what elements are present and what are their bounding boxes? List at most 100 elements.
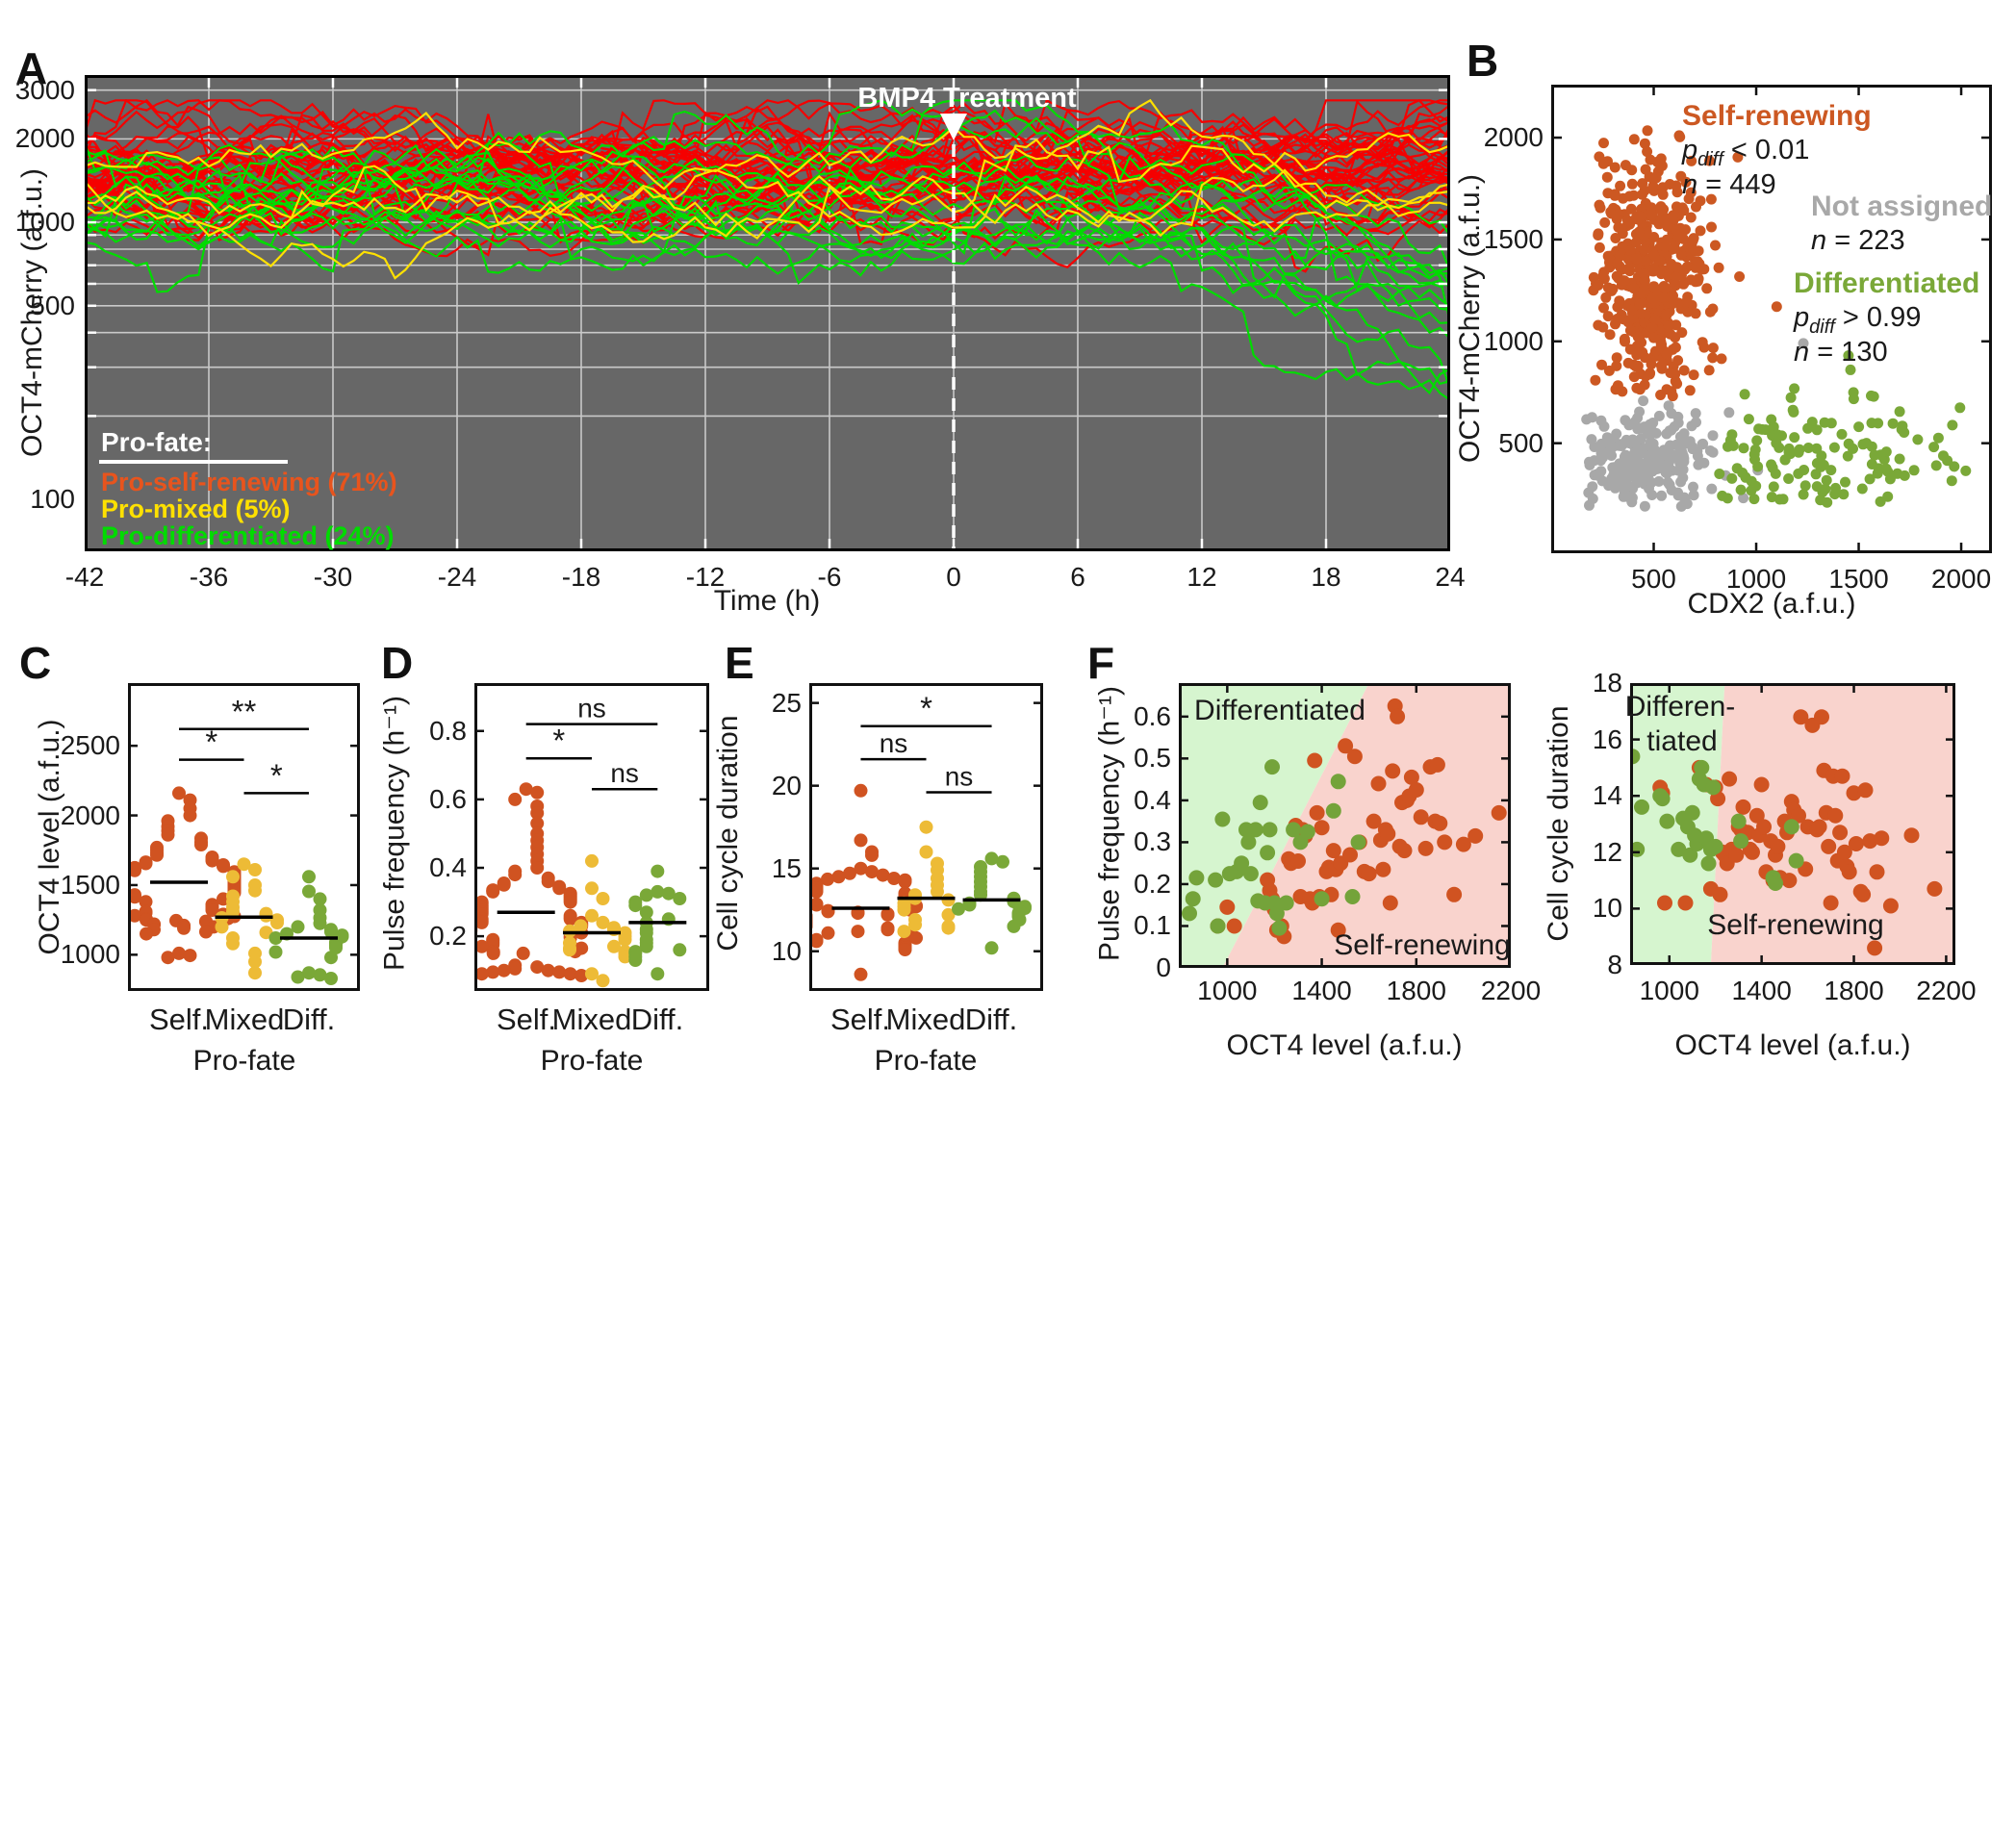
trace-pro-self-renewing xyxy=(85,99,1450,186)
sig-label: ** xyxy=(232,694,257,729)
panel-f-letter: F xyxy=(1087,638,1115,688)
sig-label: ns xyxy=(945,762,974,792)
panel-a-xtick: -42 xyxy=(64,562,105,592)
trace-pro-self-renewing xyxy=(85,117,1450,194)
panel_f1-xtick: 1400 xyxy=(1291,976,1352,1005)
panel_d-ytick: 0.4 xyxy=(429,852,467,882)
legend-underline xyxy=(99,460,288,464)
panel-c-xlabel: Pro-fate xyxy=(192,1045,296,1077)
panel_f1-ytick: 0.5 xyxy=(1134,743,1171,774)
panel-f1-xlabel: OCT4 level (a.f.u.) xyxy=(1226,1029,1463,1061)
panel_e-ytick: 10 xyxy=(771,935,802,966)
n-symbol: n xyxy=(1794,337,1810,368)
panel_f1-ytick: 0.6 xyxy=(1134,700,1171,731)
panel_f1-ytick: 0.4 xyxy=(1134,784,1171,815)
trace-pro-mixed xyxy=(85,174,1450,280)
sig-label: ns xyxy=(880,728,908,758)
panel-e-xlabel: Pro-fate xyxy=(874,1045,978,1077)
sig-label: * xyxy=(270,757,283,793)
panel-e-cat-mixed: Mixed xyxy=(885,1003,966,1036)
panel-e-cat-diff: Diff. xyxy=(964,1003,1018,1036)
panel-b-plot xyxy=(1551,85,1992,553)
treatment-triangle-marker xyxy=(940,114,967,140)
trace-pro-differentiated xyxy=(85,183,1450,308)
panel-b-ytick: 1500 xyxy=(1483,223,1544,254)
panel_f2-ytick: 10 xyxy=(1592,893,1622,924)
panel_f1-ytick: 0 xyxy=(1156,952,1171,982)
trace-pro-differentiated xyxy=(85,166,1450,340)
panel-d-letter: D xyxy=(381,638,414,688)
panel-a-ytick: 1000 xyxy=(14,207,75,238)
legend-title: Pro-fate: xyxy=(101,427,213,457)
panel-b-ytick: 1000 xyxy=(1483,325,1544,356)
panel_d-ytick: 0.8 xyxy=(429,715,467,746)
panel-b-xtick: 500 xyxy=(1631,564,1676,594)
trace-pro-differentiated xyxy=(85,99,1450,280)
n-not-assigned: n = 223 xyxy=(1811,225,1905,257)
panel-c-letter: C xyxy=(19,638,52,688)
panel-b-xtick: 2000 xyxy=(1930,564,1992,594)
panel-c-cat-diff: Diff. xyxy=(282,1003,336,1036)
panel_c-ytick: 2500 xyxy=(60,730,120,761)
panel_e-ytick: 20 xyxy=(771,770,802,800)
panel-f2-xlabel: OCT4 level (a.f.u.) xyxy=(1674,1029,1911,1061)
trace-pro-self-renewing xyxy=(85,99,1450,245)
panel-a-xtick: -30 xyxy=(313,562,353,592)
panel_f2-ytick: 8 xyxy=(1607,950,1622,979)
panel_f1-ytick: 0.2 xyxy=(1134,868,1171,899)
panel_f1-ytick: 0.3 xyxy=(1134,826,1171,857)
panel-b-ylabel: OCT4-mCherry (a.f.u.) xyxy=(1454,173,1486,464)
bmp4-treatment-annotation: BMP4 Treatment xyxy=(857,83,1077,114)
panel-a-xtick: 12 xyxy=(1187,562,1217,592)
trace-pro-mixed xyxy=(85,168,1450,238)
panel-e-ylabel: Cell cycle duration xyxy=(712,715,744,952)
panel-e-plot: * ns ns xyxy=(809,683,1043,991)
panel-a-xtick: -6 xyxy=(817,562,842,592)
panel-a-plot xyxy=(85,75,1450,551)
panel-f2-plot xyxy=(1630,683,1955,965)
n-symbol: n xyxy=(1682,169,1698,200)
p-symbol: p xyxy=(1682,135,1698,165)
panel-b-xtick: 1500 xyxy=(1828,564,1889,594)
legend-item-mixed: Pro-mixed (5%) xyxy=(101,495,291,523)
panel_d-ytick: 0.6 xyxy=(429,783,467,814)
panel-d-xlabel: Pro-fate xyxy=(540,1045,644,1077)
panel_c-ytick: 2000 xyxy=(60,800,120,830)
region-differentiated xyxy=(1630,683,1725,965)
sig-label: * xyxy=(552,723,565,758)
group-label-differentiated: Differentiated xyxy=(1794,267,1980,299)
panel_f2-xtick: 2200 xyxy=(1916,976,1977,1005)
n-value: = 449 xyxy=(1697,169,1776,200)
n-symbol: n xyxy=(1811,225,1827,256)
p-value: < 0.01 xyxy=(1723,135,1810,165)
panel-d-cat-mixed: Mixed xyxy=(551,1003,632,1036)
panel-c-cat-mixed: Mixed xyxy=(204,1003,285,1036)
panel_e-ytick: 25 xyxy=(771,687,802,718)
panel-a-ytick: 2000 xyxy=(14,123,75,154)
panel_e-ytick: 15 xyxy=(771,852,802,883)
panel-b-ytick: 500 xyxy=(1498,427,1544,458)
panel_f2-ytick: 14 xyxy=(1592,780,1622,811)
panel-a-xtick: -36 xyxy=(189,562,229,592)
trace-pro-differentiated xyxy=(85,99,1450,324)
panel_f2-ytick: 18 xyxy=(1592,668,1622,698)
panel-f2-region-differentiated-line2: tiated xyxy=(1646,725,1718,757)
panel_f2-xtick: 1800 xyxy=(1824,976,1884,1005)
sig-label: ns xyxy=(577,694,606,724)
region-self-renewing xyxy=(1710,683,1955,965)
panel-f2-region-differentiated-line1: Differen- xyxy=(1624,691,1736,723)
panel_f2-xtick: 1400 xyxy=(1731,976,1792,1005)
trace-pro-differentiated xyxy=(85,198,1450,401)
panel-d-plot: ns * ns xyxy=(474,683,709,991)
panel_f2-ytick: 12 xyxy=(1592,836,1622,867)
panel-b-ytick: 2000 xyxy=(1483,122,1544,153)
panel-b-letter: B xyxy=(1467,36,1499,86)
panel-a-xtick: -24 xyxy=(437,562,477,592)
trace-pro-self-renewing xyxy=(85,98,1450,167)
group-label-self-renewing: Self-renewing xyxy=(1682,100,1872,132)
panel-e-letter: E xyxy=(725,638,754,688)
sig-label: * xyxy=(205,724,217,760)
panel_f1-xtick: 1800 xyxy=(1386,976,1446,1005)
panel-b-xlabel: CDX2 (a.f.u.) xyxy=(1687,588,1856,620)
